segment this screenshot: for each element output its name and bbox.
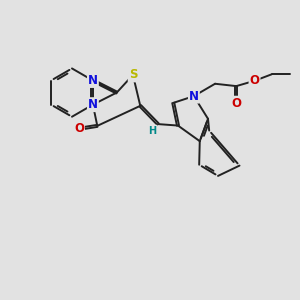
Text: N: N (189, 90, 199, 103)
Text: O: O (231, 97, 241, 110)
Text: N: N (88, 74, 98, 87)
Text: H: H (148, 126, 157, 136)
Text: N: N (88, 98, 98, 111)
Text: O: O (250, 74, 260, 87)
Text: S: S (129, 68, 137, 81)
Text: O: O (74, 122, 84, 135)
